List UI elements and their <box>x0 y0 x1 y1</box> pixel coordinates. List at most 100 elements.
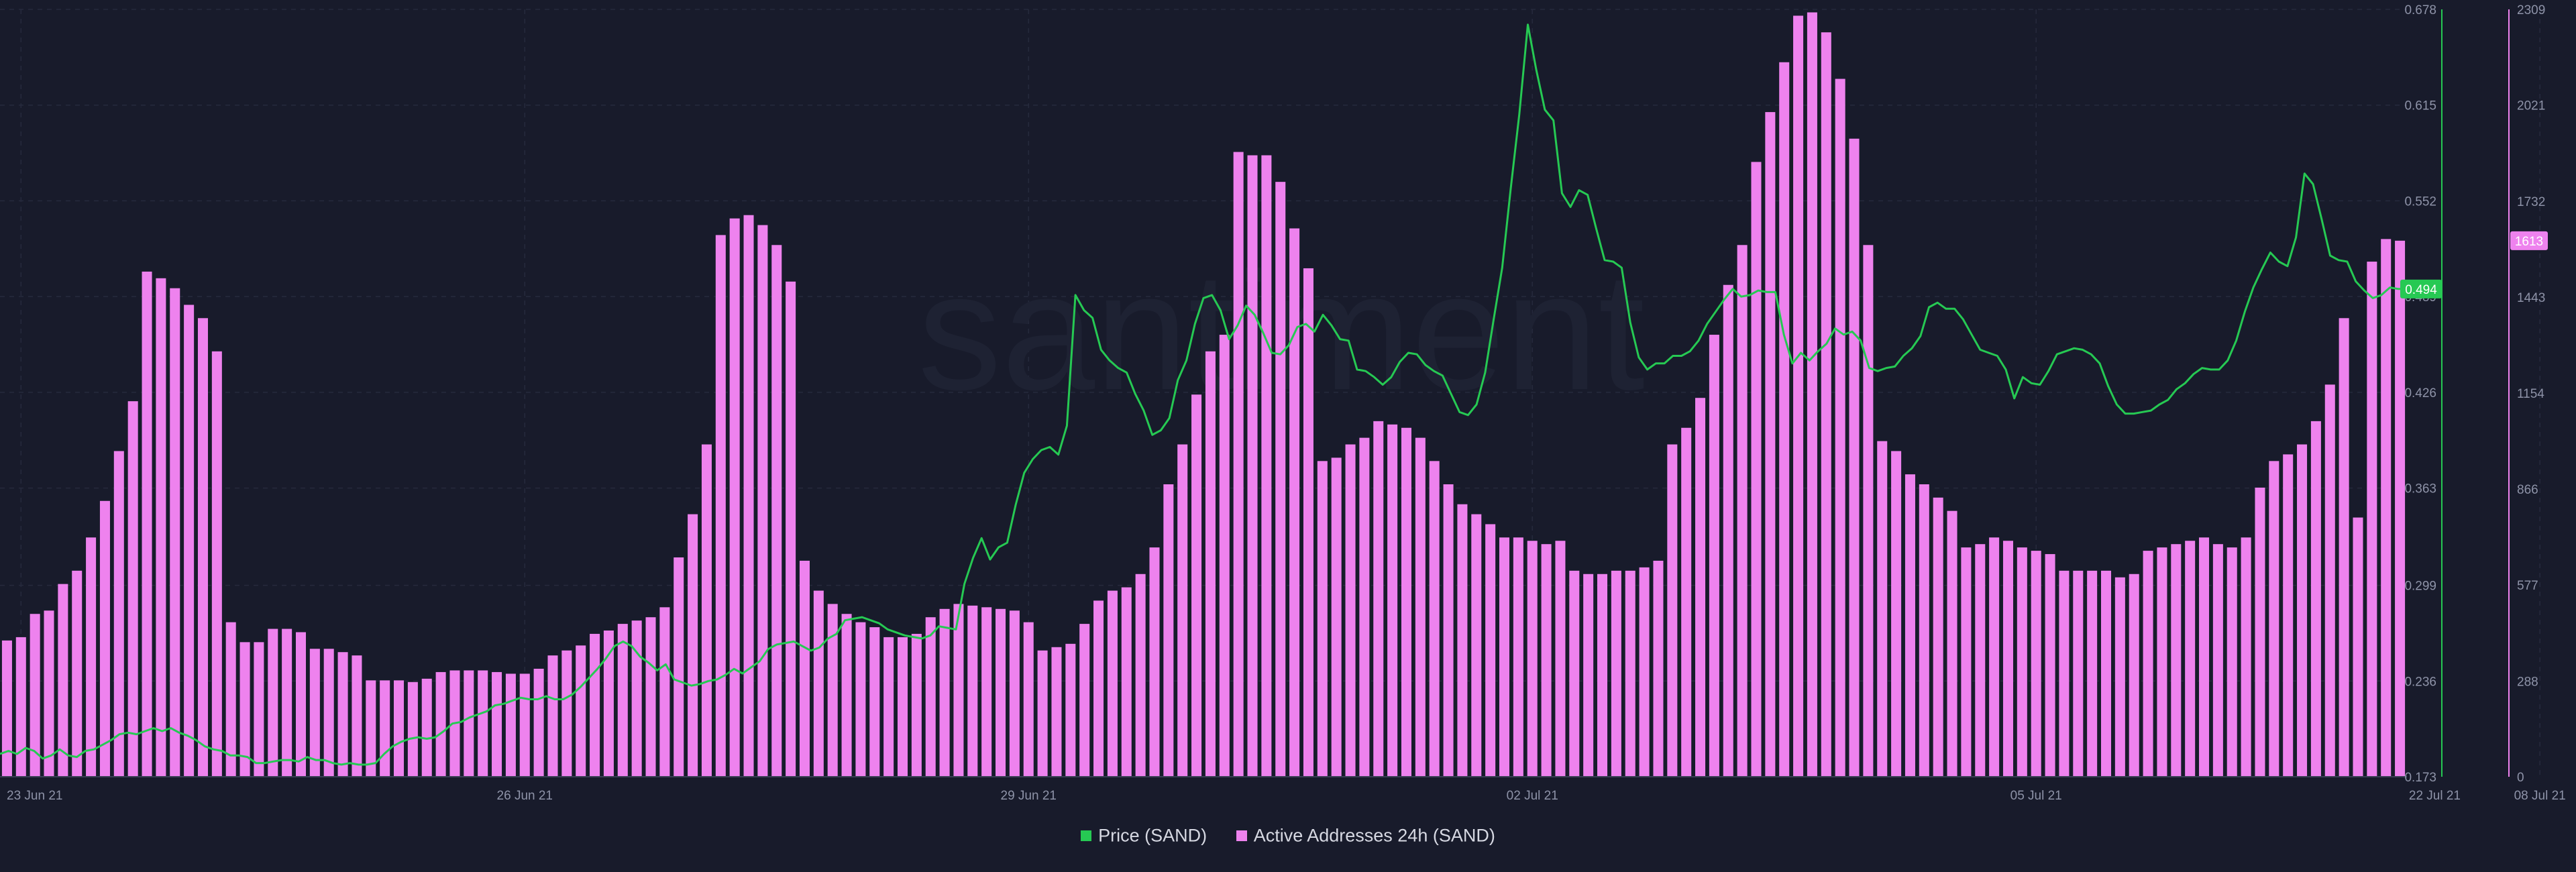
last-addresses-badge <box>2510 231 2548 250</box>
addresses-bar <box>1261 155 1272 777</box>
x-axis-ticks: 23 Jun 21 26 Jun 21 29 Jun 21 02 Jul 21 05 J… <box>7 789 2566 803</box>
addresses-bar <box>352 655 362 777</box>
addresses-bar <box>2171 544 2182 777</box>
legend-label-addresses: Active Addresses 24h (SAND) <box>1253 825 1495 846</box>
addresses-bar <box>2017 547 2027 777</box>
addresses-bar <box>659 607 670 777</box>
addresses-bar <box>771 245 782 777</box>
addresses-bar <box>911 633 922 777</box>
addresses-bar <box>1793 15 1804 777</box>
addresses-bar <box>1205 351 1216 777</box>
legend: Price (SAND) Active Addresses 24h (SAND) <box>0 824 2576 846</box>
addresses-bar <box>58 584 68 777</box>
addresses-bar <box>2212 544 2223 777</box>
axes <box>0 9 2510 777</box>
addresses-bar <box>1975 544 1986 777</box>
addresses-bar <box>1989 537 2000 777</box>
x-tick-label: 08 Jul 21 <box>2514 789 2566 803</box>
x-tick-label: 29 Jun 21 <box>1001 789 1057 803</box>
addresses-bar <box>1331 457 1342 777</box>
addresses-bar <box>1429 461 1440 777</box>
price-tick-label: 0.552 <box>2404 195 2436 209</box>
addresses-bar <box>2100 570 2112 777</box>
addresses-bar <box>2157 547 2167 777</box>
addresses-bar <box>897 637 908 777</box>
addresses-tick-label: 1154 <box>2517 387 2544 401</box>
addresses-bar <box>505 673 516 777</box>
addresses-bar <box>15 637 26 777</box>
value-badges: 0.494 1613 <box>2400 231 2548 298</box>
last-price-badge <box>2400 279 2442 298</box>
addresses-bar <box>1107 590 1118 777</box>
price-line <box>0 23 2407 766</box>
addresses-bar <box>2031 551 2041 777</box>
addresses-tick-label: 1443 <box>2517 291 2545 305</box>
addresses-bar <box>953 604 964 777</box>
addresses-bar <box>1163 484 1174 777</box>
addresses-bar <box>1555 541 1566 777</box>
addresses-bar <box>547 655 558 777</box>
addresses-bar <box>295 632 307 777</box>
addresses-bar <box>1373 421 1384 777</box>
addresses-tick-label: 0 <box>2517 771 2524 785</box>
addresses-bar <box>883 637 894 777</box>
addresses-bar <box>1051 647 1062 777</box>
addresses-bar <box>1737 245 1748 777</box>
addresses-bar <box>225 622 236 777</box>
addresses-bar <box>2297 444 2308 777</box>
addresses-tick-label: 577 <box>2517 579 2538 593</box>
addresses-bar <box>1639 567 1650 777</box>
price-line-group <box>0 23 2407 766</box>
addresses-bar <box>1177 444 1188 777</box>
addresses-bar <box>1541 544 1552 777</box>
legend-swatch-price <box>1081 830 1092 841</box>
addresses-bar <box>1135 574 1146 777</box>
x-tick-label: 23 Jun 21 <box>7 789 62 803</box>
addresses-bar <box>1709 335 1719 777</box>
legend-item-addresses[interactable]: Active Addresses 24h (SAND) <box>1236 824 1495 846</box>
addresses-bar <box>2381 239 2392 777</box>
addresses-bar <box>1904 474 1915 777</box>
addresses-bar <box>813 590 824 777</box>
addresses-bar <box>631 620 642 777</box>
addresses-bar <box>1877 441 1888 777</box>
addresses-bar <box>2073 570 2084 777</box>
addresses-bar <box>729 218 740 777</box>
addresses-bar <box>1583 574 1594 777</box>
addresses-bar <box>184 305 195 777</box>
addresses-bar <box>2114 577 2125 777</box>
addresses-bar <box>1513 537 1523 777</box>
x-tick-label: 05 Jul 21 <box>2010 789 2062 803</box>
addresses-bar <box>2367 262 2377 777</box>
addresses-bar <box>2129 574 2139 777</box>
addresses-bar <box>1219 335 1230 777</box>
addresses-bar <box>967 605 978 777</box>
addresses-bar <box>1093 600 1104 777</box>
addresses-bar <box>1233 152 1244 777</box>
addresses-bar <box>1471 514 1482 777</box>
addresses-bar <box>576 645 586 777</box>
last-addresses-label: 1613 <box>2515 235 2543 249</box>
addresses-bar <box>1121 587 1132 777</box>
addresses-bar <box>1275 182 1286 777</box>
addresses-bar <box>156 278 166 777</box>
addresses-bar <box>981 607 992 777</box>
addresses-bar <box>239 642 250 777</box>
addresses-bar <box>282 629 292 777</box>
addresses-bar <box>1933 497 1943 777</box>
addresses-bar <box>435 671 446 777</box>
addresses-bar <box>1023 622 1034 777</box>
addresses-bar <box>366 680 376 777</box>
addresses-tick-label: 866 <box>2517 483 2538 497</box>
addresses-bar <box>1037 650 1048 777</box>
addresses-bar <box>1317 461 1328 777</box>
addresses-bar <box>786 281 796 777</box>
last-price-label: 0.494 <box>2405 283 2437 297</box>
addresses-bar <box>1065 643 1076 777</box>
addresses-bar <box>757 225 768 777</box>
price-tick-label: 0.299 <box>2404 580 2436 594</box>
addresses-bar <box>1919 484 1929 777</box>
addresses-bar <box>44 610 54 777</box>
legend-item-price[interactable]: Price (SAND) <box>1081 824 1207 846</box>
addresses-bar <box>1891 451 1902 777</box>
